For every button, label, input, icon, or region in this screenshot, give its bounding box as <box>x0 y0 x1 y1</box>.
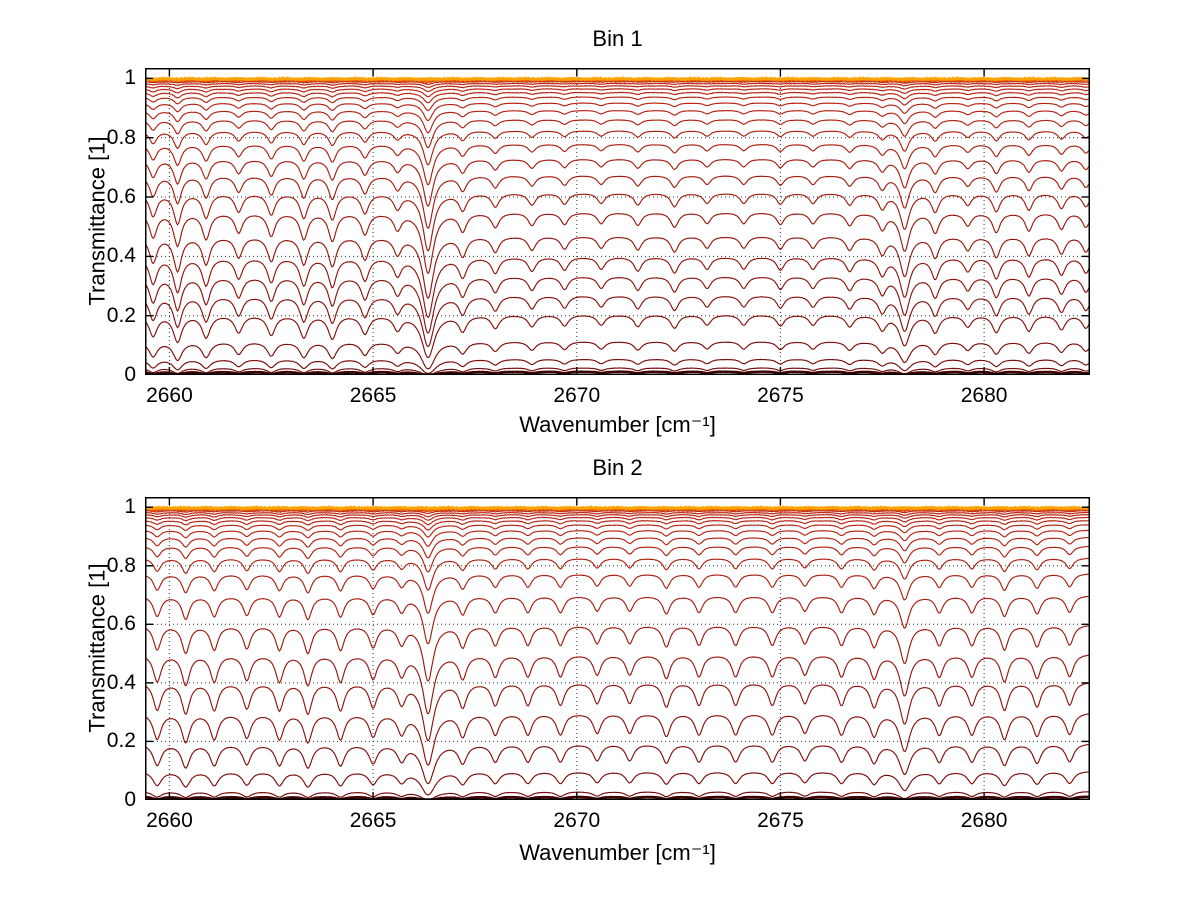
y-tick-label: 1 <box>124 66 136 90</box>
spectrum-curve <box>145 76 1090 82</box>
x-tick-label: 2675 <box>757 809 804 832</box>
spectrum-curve <box>145 193 1090 252</box>
y-tick-label: 0 <box>124 363 136 386</box>
spectrum-curve <box>145 236 1090 299</box>
spectrum-curve <box>145 143 1090 186</box>
x-tick-label: 2670 <box>553 384 601 407</box>
y-tick-label: 0.4 <box>106 244 136 268</box>
spectrum-curve <box>145 529 1090 547</box>
x-tick-label: 2670 <box>553 809 601 832</box>
spectrum-curve <box>145 130 1090 166</box>
spectrum-curve <box>145 296 1090 348</box>
spectrum-curve <box>145 315 1090 359</box>
x-axis-label-bin1: Wavenumber [cm⁻¹] <box>519 412 716 437</box>
spectrum-curve <box>145 557 1090 591</box>
x-tick-label: 2680 <box>960 809 1008 832</box>
spectrum-curve <box>145 119 1090 149</box>
y-tick-label: 0 <box>124 788 136 811</box>
spectrum-curve <box>145 87 1090 98</box>
y-tick-label: 0.2 <box>106 729 136 753</box>
spectrum-curve <box>145 682 1090 742</box>
spectrum-curve <box>145 84 1090 93</box>
spectrum-curve <box>145 212 1090 275</box>
x-axis-label-bin2: Wavenumber [cm⁻¹] <box>519 840 716 865</box>
x-tick-label: 2660 <box>146 809 193 832</box>
spectrum-curve <box>145 595 1090 645</box>
spectrum-curve <box>145 654 1090 715</box>
spectrum-curve <box>145 80 1090 85</box>
spectrum-curve <box>145 102 1090 122</box>
axis-box <box>145 497 1090 800</box>
spectrum-curve <box>145 513 1090 521</box>
spectrum-curve <box>145 573 1090 614</box>
y-tick-label: 0.2 <box>106 303 136 327</box>
spectrum-curve <box>145 791 1090 800</box>
x-tick-label: 2660 <box>146 384 193 407</box>
spectrum-curve <box>145 505 1090 511</box>
spectrum-curve <box>145 96 1090 112</box>
plot-title-bin2: Bin 2 <box>592 455 643 480</box>
spectrum-curve <box>145 109 1090 134</box>
spectrum-curve <box>145 175 1090 230</box>
spectrum-curve <box>145 516 1090 526</box>
spectrum-curve <box>145 257 1090 319</box>
y-tick-label: 0.6 <box>106 185 136 209</box>
y-tick-label: 1 <box>124 495 136 519</box>
axis-box <box>145 68 1090 375</box>
x-tick-label: 2665 <box>349 384 397 407</box>
spectrum-curve <box>145 524 1090 538</box>
spectrum-curve <box>145 795 1090 800</box>
y-tick-label: 0.8 <box>106 553 136 577</box>
spectrum-curve <box>145 545 1090 573</box>
y-tick-label: 0.4 <box>106 670 136 694</box>
spectrum-curve <box>145 509 1090 515</box>
plot-area-bin2 <box>145 497 1090 800</box>
spectrum-curve <box>145 358 1090 374</box>
x-tick-label: 2680 <box>960 384 1008 407</box>
spectrum-curve <box>145 536 1090 559</box>
spectrum-curve <box>145 276 1090 334</box>
spectrum-curve <box>145 341 1090 370</box>
spectrum-curve <box>145 367 1090 375</box>
spectrum-curve <box>145 713 1090 766</box>
spectrum-curve <box>145 743 1090 785</box>
x-tick-label: 2675 <box>757 384 804 407</box>
spectrum-curve <box>145 91 1090 104</box>
spectrum-curve <box>145 519 1090 531</box>
spectrum-curve <box>145 511 1090 518</box>
y-tick-label: 0.6 <box>106 612 136 636</box>
spectrum-curve <box>145 625 1090 682</box>
plot-title-bin1: Bin 1 <box>592 26 643 51</box>
y-tick-label: 0.8 <box>106 125 136 149</box>
x-tick-label: 2665 <box>349 809 397 832</box>
spectra-plot-bin1 <box>145 68 1090 375</box>
spectrum-curve <box>145 159 1090 207</box>
spectra-plot-bin2 <box>145 497 1090 800</box>
spectrum-curve <box>145 82 1090 89</box>
spectrum-curve <box>145 771 1090 796</box>
plot-area-bin1 <box>145 68 1090 375</box>
